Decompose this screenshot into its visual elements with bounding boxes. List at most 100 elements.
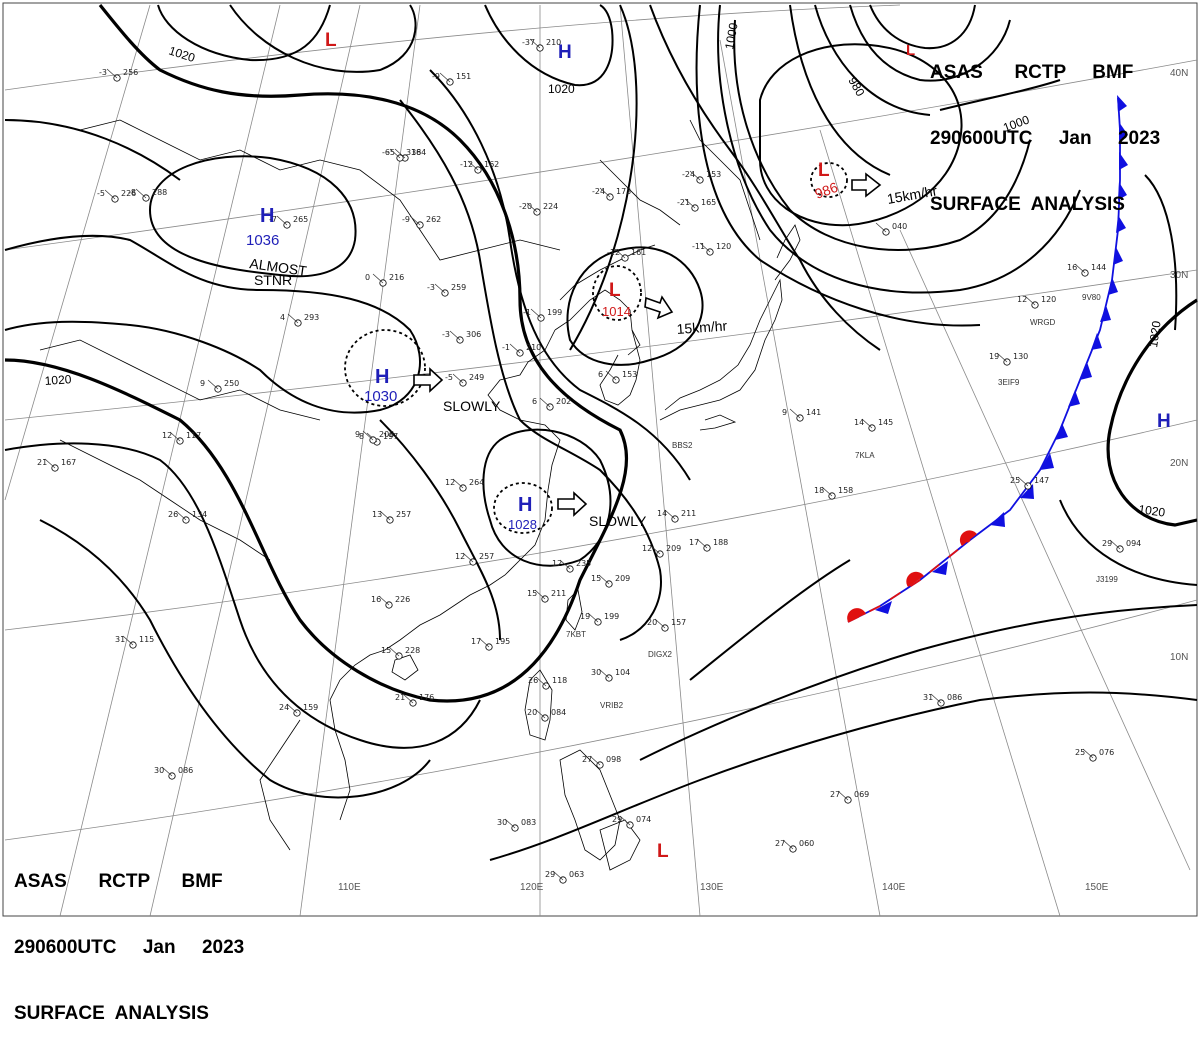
isobars	[4, 4, 1198, 861]
wind-barb	[372, 273, 384, 284]
grid-labels: 110E 120E 130E 140E 150E 10N 20N 30N 40N	[338, 68, 1188, 893]
station-plot: 074 29	[612, 815, 651, 829]
station-pressure: 265	[293, 215, 308, 224]
station-temperature: 29	[612, 815, 622, 824]
high-center-value: 1028	[508, 517, 537, 532]
station-plot: 145 14	[854, 418, 893, 432]
wind-barb	[1082, 748, 1094, 759]
wind-barb	[104, 189, 116, 200]
station-plot: 153 -24	[682, 170, 721, 184]
station-pressure: 293	[304, 313, 319, 322]
station-temperature: 26	[528, 676, 538, 685]
station-pressure: 228	[405, 646, 420, 655]
station-pressure: 153	[622, 370, 637, 379]
station-pressure: 130	[1013, 352, 1028, 361]
station-temperature: -9	[402, 215, 410, 224]
wind-barb	[452, 478, 464, 489]
station-temperature: 30	[154, 766, 164, 775]
station-pressure: 084	[551, 708, 566, 717]
wind-barb	[619, 815, 631, 826]
station-temperature: -9	[432, 72, 440, 81]
station-temperature: 27	[775, 839, 785, 848]
station-pressure: 083	[521, 818, 536, 827]
station-pressure: 336	[406, 148, 421, 157]
station-pressure: 188	[713, 538, 728, 547]
chart-header-bottom-left: ASAS RCTP BMF 290600UTC Jan 2023 SURFACE…	[14, 827, 244, 1047]
wind-barb	[106, 68, 118, 79]
station-plot: 195 17	[471, 637, 510, 651]
stationary-front	[847, 95, 1128, 623]
station-pressure: 262	[426, 215, 441, 224]
wind-barb	[684, 198, 696, 209]
wind-barb	[394, 148, 406, 159]
wind-barb	[389, 148, 401, 159]
wind-barb	[861, 418, 873, 429]
wind-barb	[530, 308, 542, 319]
station-pressure: 257	[396, 510, 411, 519]
station-pressure: 208	[379, 430, 394, 439]
lat-label-40n: 40N	[1170, 68, 1188, 79]
station-temperature: -37	[522, 38, 535, 47]
station-plot: 120 -11	[692, 242, 731, 256]
station-plot: 115 31	[115, 635, 154, 649]
wind-barb	[449, 330, 461, 341]
station-plot: 157 20	[647, 618, 686, 632]
station-plot: 250 9	[200, 379, 239, 393]
header-line-agency: ASAS RCTP BMF	[930, 62, 1134, 83]
station-plot: 130 19	[989, 352, 1028, 366]
wind-barb	[782, 839, 794, 850]
station-id: BBS2	[672, 441, 693, 450]
station-pressure: 250	[224, 379, 239, 388]
station-pressure: 165	[701, 198, 716, 207]
wind-barb	[587, 612, 599, 623]
warm-front-marks	[847, 530, 977, 622]
wind-barb	[534, 708, 546, 719]
station-plot: 256 -3	[99, 68, 138, 82]
station-temperature: 21	[37, 458, 47, 467]
station-plot: 265 -7	[269, 215, 308, 229]
station-plot: 224 -20	[519, 202, 558, 216]
station-pressure: 115	[139, 635, 154, 644]
station-plot: 159 24	[279, 703, 318, 717]
isobar-label: 1000	[722, 21, 740, 50]
wind-barb	[439, 72, 451, 83]
station-plot: 288 -8	[128, 188, 167, 202]
motion-arrow-icon	[851, 172, 882, 198]
station-temperature: 14	[657, 509, 667, 518]
wind-barb	[552, 870, 564, 881]
pressure-centers: H 1036 H 1030 H 1028 H H L 1014 L 986 L …	[246, 30, 1171, 862]
station-plot: 199 19	[580, 612, 619, 626]
station-plot: 306 -3	[442, 330, 481, 344]
station-temperature: 17	[471, 637, 481, 646]
station-plot: 134 26	[168, 510, 207, 524]
station-plot: 151 -9	[432, 72, 471, 86]
station-plot: 161 -12	[607, 248, 646, 262]
low-center-value: 986	[813, 179, 841, 202]
coastlines	[39, 119, 801, 871]
station-temperature: 4	[280, 313, 285, 322]
station-pressure: 120	[1041, 295, 1056, 304]
station-pressure: 098	[606, 755, 621, 764]
station-pressure: 069	[854, 790, 869, 799]
station-pressure: 086	[178, 766, 193, 775]
station-plot: 086 30	[154, 766, 193, 780]
station-temperature: 14	[854, 418, 864, 427]
station-plot: 144 16	[1067, 263, 1106, 277]
isobar-label: 980	[845, 75, 867, 100]
wind-barb	[599, 187, 611, 198]
station-plot: 259 -3	[427, 283, 466, 297]
high-center-letter: H	[375, 366, 389, 388]
station-pressure: 306	[466, 330, 481, 339]
station-pressure: 159	[303, 703, 318, 712]
station-pressure: 176	[419, 693, 434, 702]
low-center-letter: L	[657, 841, 669, 862]
wind-barb	[462, 552, 474, 563]
station-pressure: 120	[716, 242, 731, 251]
wind-barb	[654, 618, 666, 629]
station-pressure: 235	[576, 559, 591, 568]
wind-barb	[287, 313, 299, 324]
station-plot: 083 30	[497, 818, 536, 832]
station-plot: 262 -9	[402, 215, 441, 229]
